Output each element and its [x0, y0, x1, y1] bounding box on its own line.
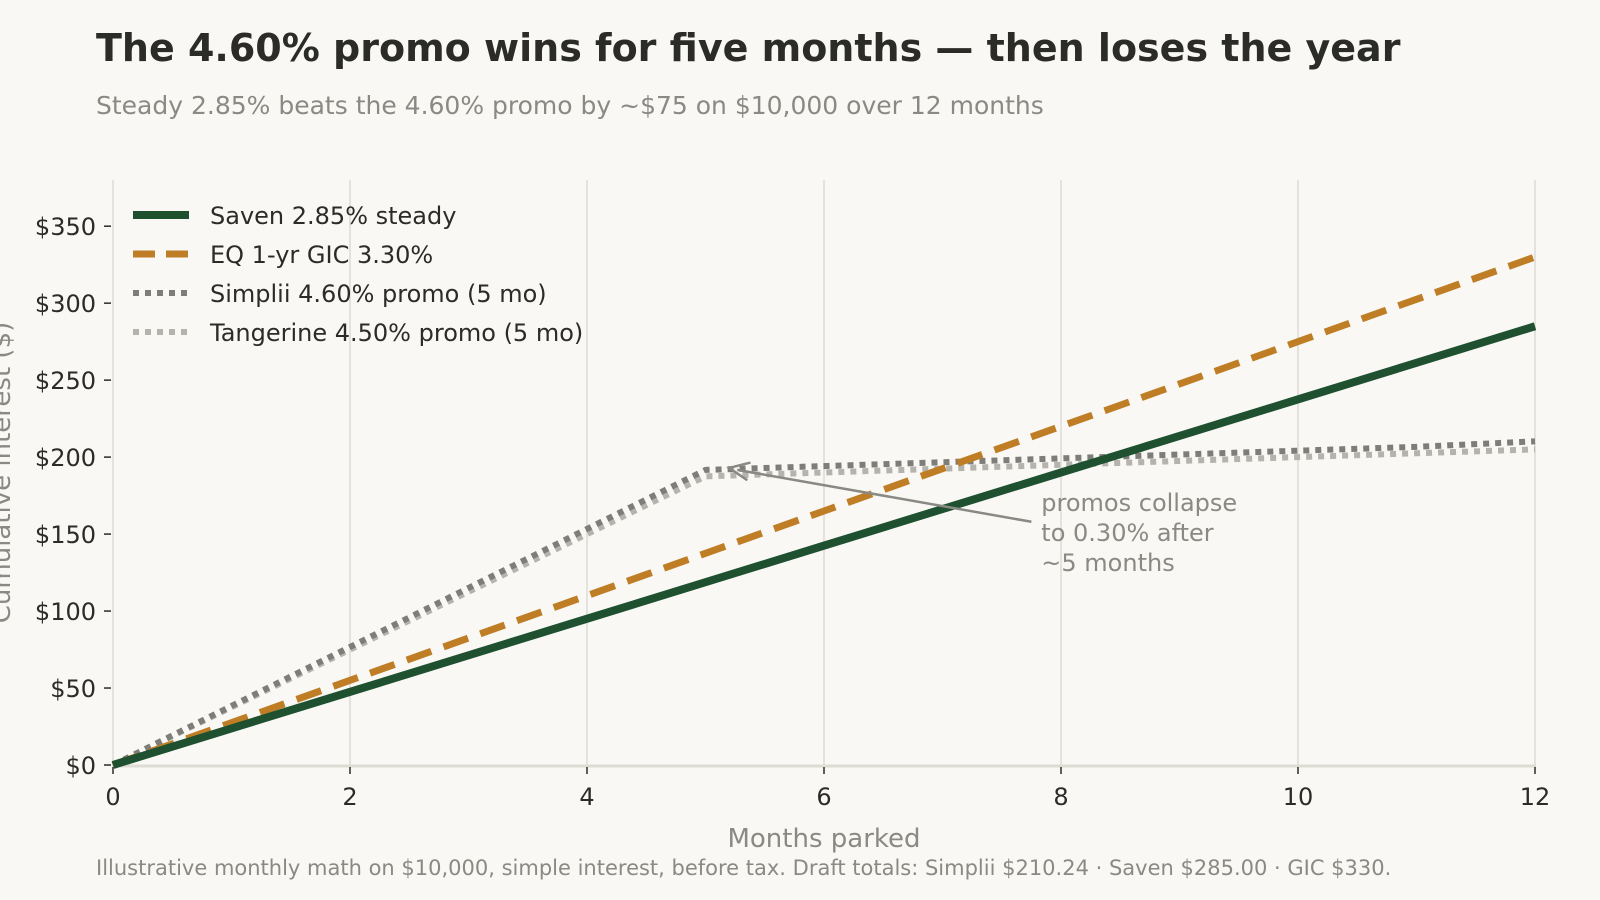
legend: Saven 2.85% steady EQ 1-yr GIC 3.30% Simpl…: [133, 202, 583, 347]
y-tick-label: $200: [35, 444, 96, 472]
legend-label-2: EQ 1-yr GIC 3.30%: [210, 241, 433, 269]
series-line-2: [111, 253, 1537, 769]
annotation-arrow-head: [726, 461, 751, 482]
x-axis-ticks: 0 2 4 6 8 10 12: [105, 767, 1550, 811]
y-tick-label: $100: [35, 598, 96, 626]
series-line-3: [111, 438, 1536, 768]
y-tick-label: $350: [35, 213, 96, 241]
annotation-arrow-line: [736, 468, 1032, 523]
y-axis-label: Cumulative interest ($): [0, 322, 17, 624]
y-axis-ticks: $0 $50 $100 $150 $200 $250 $300 $350: [35, 213, 111, 780]
chart-footnote: Illustrative monthly math on $10,000, si…: [96, 856, 1392, 880]
x-tick-label: 10: [1283, 783, 1314, 811]
series-lines: [111, 253, 1537, 769]
x-axis-label: Months parked: [727, 824, 920, 854]
chart-subtitle: Steady 2.85% beats the 4.60% promo by ~$…: [96, 91, 1044, 120]
annotation-text-line: to 0.30% after: [1041, 519, 1214, 547]
y-tick-label: $0: [65, 752, 96, 780]
y-tick-label: $300: [35, 290, 96, 318]
x-tick-label: 2: [342, 783, 357, 811]
x-tick-label: 0: [105, 783, 120, 811]
chart-title: The 4.60% promo wins for five months — t…: [96, 26, 1401, 70]
series-line-4: [111, 446, 1536, 768]
legend-label-4: Tangerine 4.50% promo (5 mo): [209, 319, 583, 347]
x-tick-label: 4: [579, 783, 594, 811]
annotation-text-line: ~5 months: [1041, 549, 1174, 577]
x-tick-label: 8: [1053, 783, 1068, 811]
grid-lines: [112, 180, 1536, 765]
x-tick-label: 6: [816, 783, 831, 811]
legend-label-3: Simplii 4.60% promo (5 mo): [210, 280, 547, 308]
legend-label-1: Saven 2.85% steady: [210, 202, 456, 230]
annotation-text-line: promos collapse: [1041, 489, 1237, 517]
y-tick-label: $250: [35, 367, 96, 395]
y-tick-label: $150: [35, 521, 96, 549]
series-line-1: [111, 322, 1537, 769]
x-tick-label: 12: [1520, 783, 1551, 811]
y-tick-label: $50: [50, 675, 96, 703]
